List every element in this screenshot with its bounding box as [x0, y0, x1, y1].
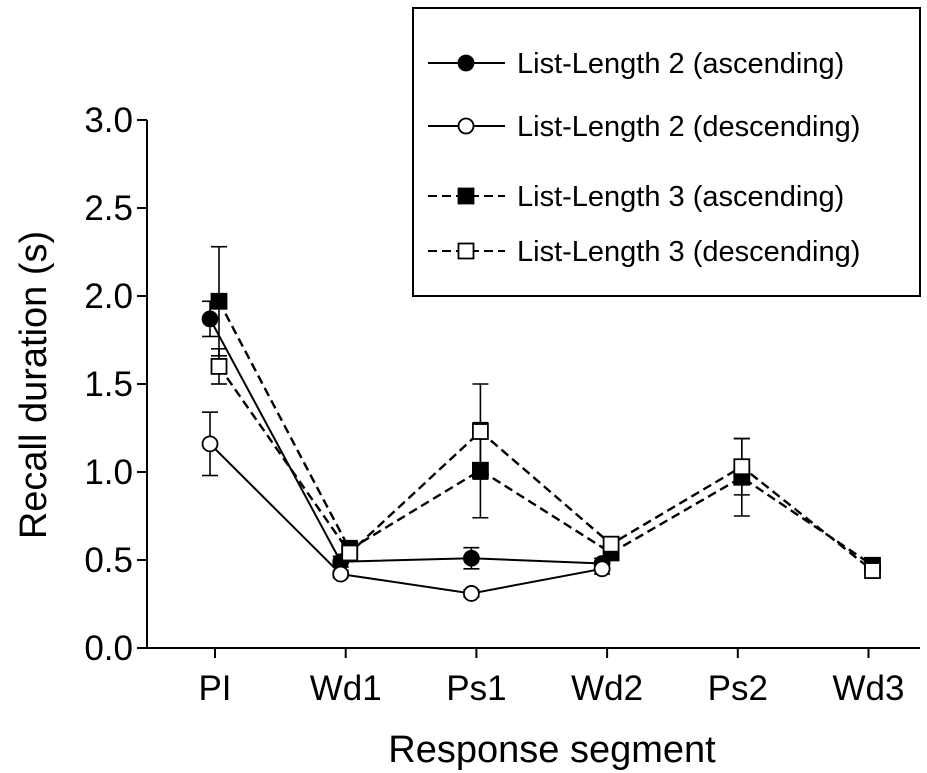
x-tick-label: Wd2	[571, 669, 643, 708]
data-point	[201, 435, 219, 453]
x-tick-label: Wd3	[833, 669, 905, 708]
data-point	[201, 310, 219, 328]
legend: List-Length 2 (ascending) List-Length 2 (…	[412, 7, 921, 297]
data-point	[864, 562, 881, 579]
y-tick-label: 0.5	[84, 541, 133, 580]
y-axis-title: Recall duration (s)	[13, 231, 55, 539]
legend-box	[412, 7, 921, 297]
x-tick-label: Wd1	[310, 669, 382, 708]
x-axis-title: Response segment	[388, 729, 716, 771]
y-tick-label: 3.0	[84, 101, 133, 140]
legend-swatch-marker	[457, 187, 475, 205]
legend-swatch-marker	[457, 242, 475, 260]
x-tick-label: Ps1	[446, 669, 506, 708]
data-point	[593, 560, 611, 578]
y-tick-label: 0.0	[84, 629, 133, 668]
series-layer	[201, 245, 881, 602]
x-tick-label: Ps2	[708, 669, 768, 708]
data-point	[210, 357, 228, 375]
legend-label: List-Length 2 (descending)	[517, 111, 860, 143]
data-point	[462, 585, 480, 602]
legend-label: List-Length 3 (ascending)	[517, 181, 844, 213]
series-line	[217, 300, 874, 567]
data-point	[341, 544, 359, 562]
data-point	[210, 292, 228, 310]
x-tick-label: PI	[198, 669, 231, 708]
series-1	[201, 300, 611, 572]
legend-item-3: List-Length 3 (ascending)	[428, 181, 844, 213]
data-point	[602, 535, 620, 553]
data-point	[471, 423, 489, 440]
legend-label: List-Length 3 (descending)	[517, 236, 860, 268]
series-line	[218, 365, 874, 572]
axes: 0.0 0.5 1.0 1.5 2.0 2.5 3.0 PI Wd1 Ps1 Wd2 Ps2 Wd3	[84, 101, 920, 708]
data-point	[462, 549, 480, 567]
series-line	[209, 443, 603, 595]
data-point	[332, 565, 350, 583]
legend-item-1: List-Length 2 (ascending)	[428, 48, 844, 80]
y-tick-label: 1.5	[84, 365, 133, 404]
series-2	[201, 411, 611, 602]
legend-item-2: List-Length 2 (descending)	[428, 111, 860, 143]
data-point	[733, 458, 751, 476]
legend-swatch-marker	[457, 117, 475, 135]
y-tick-label: 2.5	[84, 189, 133, 228]
legend-swatch-marker	[457, 54, 475, 72]
series-line	[209, 318, 603, 565]
legend-label: List-Length 2 (ascending)	[517, 48, 844, 80]
legend-item-4: List-Length 3 (descending)	[428, 236, 860, 268]
series-4	[210, 347, 881, 579]
y-tick-label: 1.0	[84, 453, 133, 492]
y-tick-label: 2.0	[84, 277, 133, 316]
